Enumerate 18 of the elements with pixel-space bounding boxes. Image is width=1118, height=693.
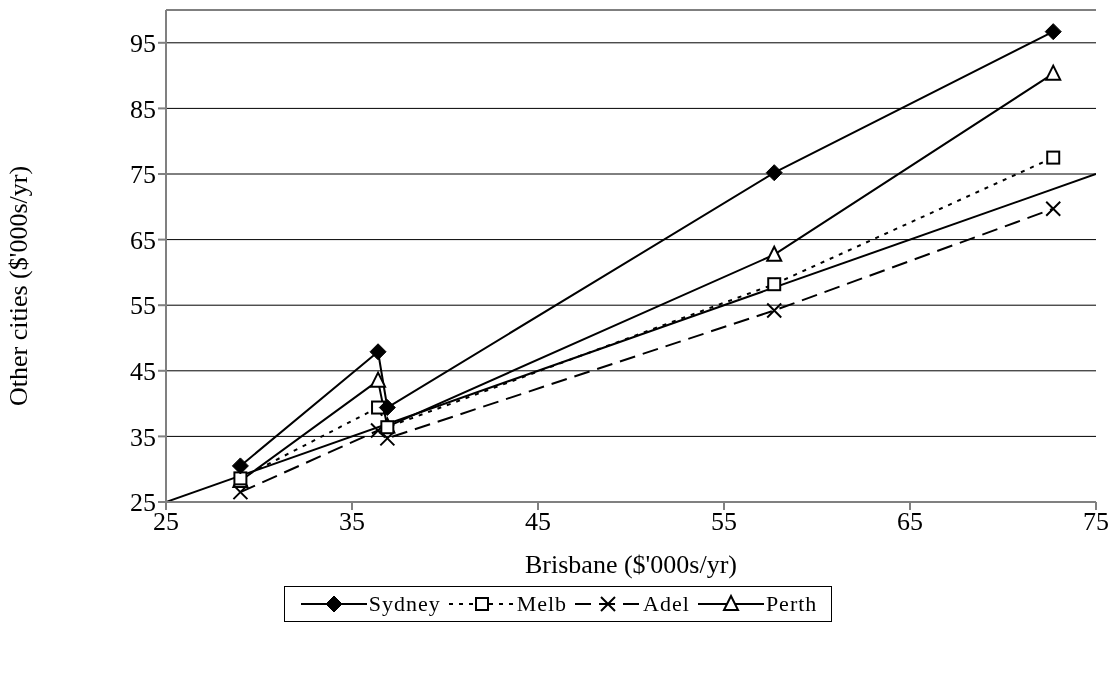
y-tick-label: 35 [130,422,156,452]
legend-label: Adel [643,591,690,617]
legend-label: Perth [765,591,818,617]
y-axis-title: Other cities ($'000s/yr) [4,165,34,406]
x-tick-label: 65 [897,507,923,537]
x-tick-label: 75 [1083,507,1109,537]
y-tick-label: 85 [130,94,156,124]
x-tick-label: 55 [711,507,737,537]
y-tick-label: 65 [130,225,156,255]
y-tick-label: 55 [130,291,156,321]
legend-label: Sydney [368,591,441,617]
y-tick-label: 95 [130,29,156,59]
legend-label: Melb [516,591,568,617]
x-axis-title: Brisbane ($'000s/yr) [524,550,738,580]
y-tick-label: 45 [130,357,156,387]
x-tick-label: 35 [339,507,365,537]
y-tick-label: 75 [130,160,156,190]
x-tick-label: 45 [525,507,551,537]
